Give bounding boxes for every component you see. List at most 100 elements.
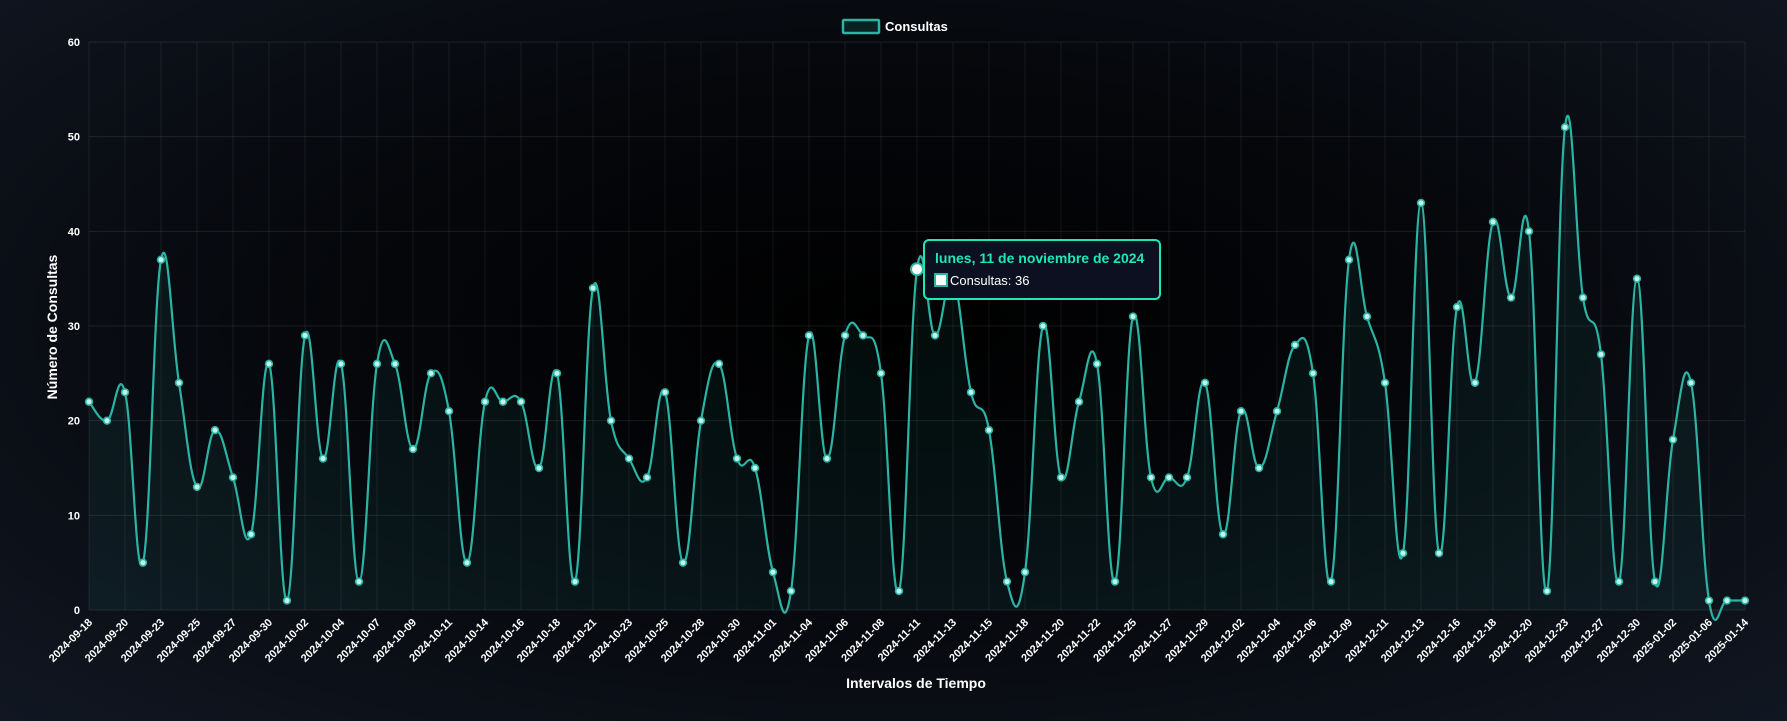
data-point[interactable] <box>554 370 561 377</box>
data-point[interactable] <box>1328 578 1335 585</box>
data-point[interactable] <box>1652 578 1659 585</box>
data-point[interactable] <box>212 427 219 434</box>
data-point[interactable] <box>1508 294 1515 301</box>
data-point[interactable] <box>1148 474 1155 481</box>
data-point[interactable] <box>806 332 813 339</box>
data-point[interactable] <box>104 417 111 424</box>
data-point[interactable] <box>302 332 309 339</box>
data-point[interactable] <box>824 455 831 462</box>
data-point[interactable] <box>911 263 923 275</box>
data-point[interactable] <box>986 427 993 434</box>
data-point[interactable] <box>1238 408 1245 415</box>
data-point[interactable] <box>122 389 129 396</box>
data-point[interactable] <box>1040 323 1047 330</box>
data-point[interactable] <box>1580 294 1587 301</box>
data-point[interactable] <box>644 474 651 481</box>
data-point[interactable] <box>392 360 399 367</box>
y-tick-label: 10 <box>68 510 80 522</box>
data-point[interactable] <box>230 474 237 481</box>
data-point[interactable] <box>626 455 633 462</box>
data-point[interactable] <box>1094 360 1101 367</box>
data-point[interactable] <box>932 332 939 339</box>
data-point[interactable] <box>1022 569 1029 576</box>
data-point[interactable] <box>428 370 435 377</box>
data-point[interactable] <box>1364 313 1371 320</box>
data-point[interactable] <box>896 588 903 595</box>
data-point[interactable] <box>1058 474 1065 481</box>
data-point[interactable] <box>266 360 273 367</box>
data-point[interactable] <box>1130 313 1137 320</box>
data-point[interactable] <box>716 360 723 367</box>
data-point[interactable] <box>356 578 363 585</box>
data-point[interactable] <box>338 360 345 367</box>
data-point[interactable] <box>1436 550 1443 557</box>
data-point[interactable] <box>788 588 795 595</box>
data-point[interactable] <box>374 360 381 367</box>
data-point[interactable] <box>1004 578 1011 585</box>
data-point[interactable] <box>1076 398 1083 405</box>
data-point[interactable] <box>1634 275 1641 282</box>
data-point[interactable] <box>176 379 183 386</box>
legend[interactable]: Consultas <box>843 19 948 34</box>
data-point[interactable] <box>1670 436 1677 443</box>
data-point[interactable] <box>518 398 525 405</box>
data-point[interactable] <box>1202 379 1209 386</box>
data-point[interactable] <box>1184 474 1191 481</box>
data-point[interactable] <box>662 389 669 396</box>
data-point[interactable] <box>140 559 147 566</box>
data-point[interactable] <box>500 398 507 405</box>
y-tick-label: 50 <box>68 132 80 144</box>
data-point[interactable] <box>464 559 471 566</box>
data-point[interactable] <box>248 531 255 538</box>
tooltip-swatch <box>935 274 947 286</box>
data-point[interactable] <box>608 417 615 424</box>
data-point[interactable] <box>1382 379 1389 386</box>
data-point[interactable] <box>1490 218 1497 225</box>
data-point[interactable] <box>1616 578 1623 585</box>
data-point[interactable] <box>482 398 489 405</box>
data-point[interactable] <box>1526 228 1533 235</box>
data-point[interactable] <box>968 389 975 396</box>
data-point[interactable] <box>1598 351 1605 358</box>
data-point[interactable] <box>410 446 417 453</box>
data-point[interactable] <box>158 256 165 263</box>
data-point[interactable] <box>860 332 867 339</box>
data-point[interactable] <box>1418 200 1425 207</box>
data-point[interactable] <box>446 408 453 415</box>
data-point[interactable] <box>590 285 597 292</box>
x-axis-ticks: 2024-09-182024-09-202024-09-232024-09-25… <box>47 616 1752 665</box>
data-point[interactable] <box>86 398 93 405</box>
data-point[interactable] <box>842 332 849 339</box>
data-point[interactable] <box>698 417 705 424</box>
data-point[interactable] <box>1724 597 1731 604</box>
data-point[interactable] <box>1292 342 1299 349</box>
y-axis-ticks: 0102030405060 <box>68 37 80 617</box>
data-point[interactable] <box>1472 379 1479 386</box>
data-point[interactable] <box>284 597 291 604</box>
data-point[interactable] <box>1112 578 1119 585</box>
data-point[interactable] <box>1706 597 1713 604</box>
data-point[interactable] <box>680 559 687 566</box>
data-point[interactable] <box>734 455 741 462</box>
data-point[interactable] <box>1688 379 1695 386</box>
data-point[interactable] <box>1220 531 1227 538</box>
data-point[interactable] <box>572 578 579 585</box>
data-point[interactable] <box>194 484 201 491</box>
data-point[interactable] <box>1562 124 1569 131</box>
data-point[interactable] <box>1274 408 1281 415</box>
data-point[interactable] <box>1256 465 1263 472</box>
data-point[interactable] <box>320 455 327 462</box>
data-point[interactable] <box>1454 304 1461 311</box>
data-point[interactable] <box>878 370 885 377</box>
legend-swatch-consultas <box>843 20 879 33</box>
data-point[interactable] <box>770 569 777 576</box>
data-point[interactable] <box>1544 588 1551 595</box>
data-point[interactable] <box>536 465 543 472</box>
data-point[interactable] <box>1166 474 1173 481</box>
data-point[interactable] <box>1400 550 1407 557</box>
data-point[interactable] <box>752 465 759 472</box>
data-point[interactable] <box>1310 370 1317 377</box>
data-point[interactable] <box>1346 256 1353 263</box>
data-point[interactable] <box>1742 597 1749 604</box>
